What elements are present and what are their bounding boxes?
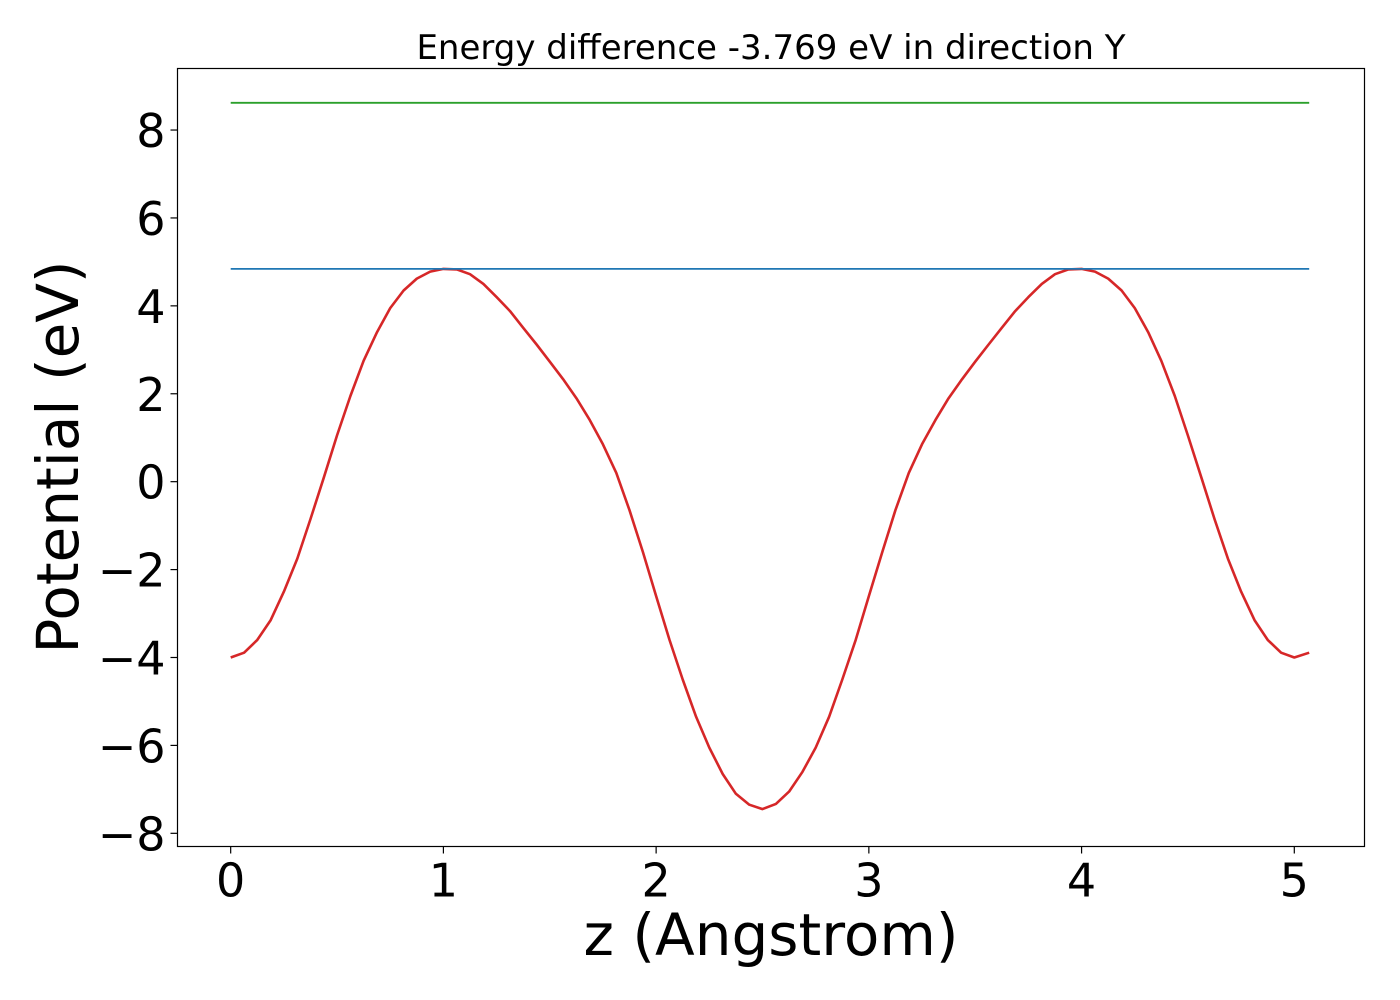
- y-tick-label: 6: [136, 192, 165, 246]
- y-tick-label: −6: [98, 719, 166, 773]
- x-axis-ticks: 0 1 2 3 4 5: [216, 846, 1309, 908]
- x-tick-label: 2: [641, 854, 670, 908]
- x-tick-label: 3: [854, 854, 883, 908]
- chart-title: Energy difference -3.769 eV in direction…: [416, 28, 1125, 68]
- y-tick-label: 4: [136, 280, 165, 334]
- x-tick-label: 1: [429, 854, 458, 908]
- y-tick-label: 8: [136, 104, 165, 158]
- x-tick-label: 5: [1280, 854, 1309, 908]
- y-axis-label: Potential (eV): [24, 260, 92, 653]
- y-tick-label: −8: [98, 807, 166, 861]
- y-tick-label: 0: [136, 456, 165, 510]
- series-line-0: [230, 267, 1310, 811]
- plot-frame: [176, 67, 1366, 848]
- y-tick-label: −4: [98, 631, 166, 685]
- y-tick-label: −2: [98, 544, 166, 598]
- y-axis-ticks: −8 −6 −4 −2 0 2 4 6 8: [98, 104, 178, 861]
- series-layer: [230, 101, 1310, 811]
- x-axis-label: z (Angstrom): [584, 901, 959, 969]
- x-tick-label: 0: [216, 854, 245, 908]
- y-tick-label: 2: [136, 368, 165, 422]
- x-tick-label: 4: [1067, 854, 1096, 908]
